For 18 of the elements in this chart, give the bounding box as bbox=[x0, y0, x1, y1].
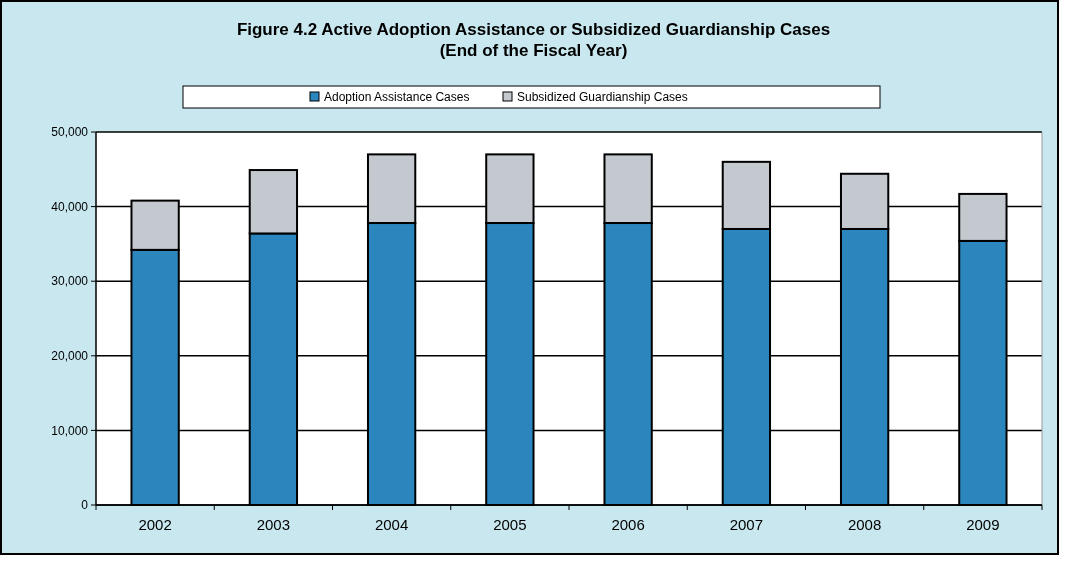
chart-title: Figure 4.2 Active Adoption Assistance or Subsidized Guardianship Cases bbox=[236, 20, 831, 39]
x-tick-label: 2005 bbox=[493, 516, 527, 533]
x-tick-label: 2003 bbox=[256, 516, 291, 533]
x-tick-label: 2008 bbox=[847, 516, 882, 533]
y-tick-label: 40,000 bbox=[51, 199, 89, 214]
legend-label: Subsidized Guardianship Cases bbox=[517, 90, 688, 105]
y-tick-label: 50,000 bbox=[51, 125, 89, 140]
x-tick-label: 2009 bbox=[966, 516, 1000, 533]
legend-label: Adoption Assistance Cases bbox=[324, 90, 470, 105]
x-tick-label: 2006 bbox=[611, 516, 645, 533]
x-tick-label: 2007 bbox=[729, 516, 764, 533]
chart-subtitle: (End of the Fiscal Year) bbox=[439, 41, 628, 60]
y-tick-label: 0 bbox=[81, 498, 89, 513]
x-tick-label: 2002 bbox=[138, 516, 172, 533]
y-tick-label: 20,000 bbox=[51, 349, 89, 363]
x-tick-label: 2004 bbox=[374, 516, 409, 533]
y-tick-label: 10,000 bbox=[51, 423, 89, 438]
y-tick-label: 30,000 bbox=[51, 274, 89, 289]
